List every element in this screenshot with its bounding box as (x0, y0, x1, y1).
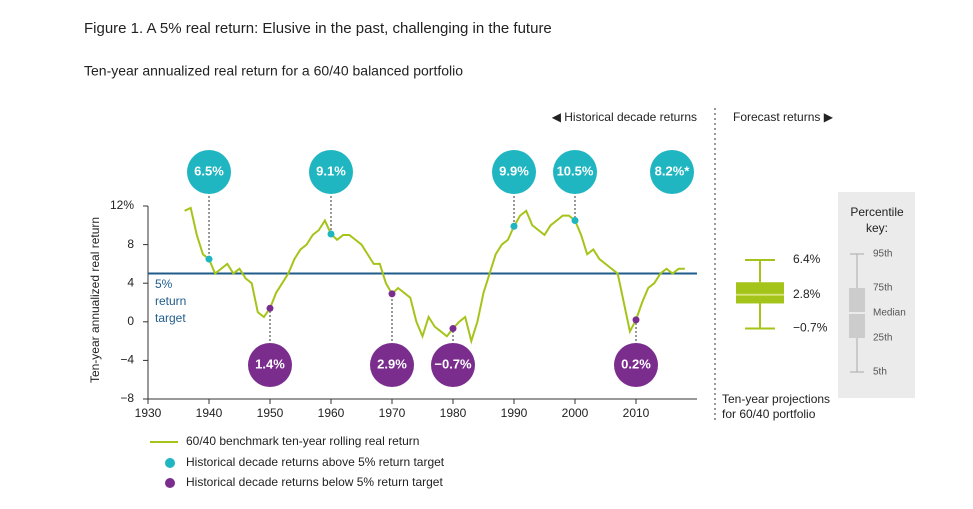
x-tick-label: 1990 (501, 406, 528, 420)
box-label: 2.8% (793, 287, 821, 301)
key-label: 75th (873, 283, 892, 294)
decade-dot (388, 290, 396, 298)
bubble (187, 150, 231, 194)
legend-swatch (165, 458, 175, 468)
bubble (370, 343, 414, 387)
key-label: 25th (873, 333, 892, 344)
bubble-label: 0.2% (621, 356, 651, 371)
box (736, 282, 784, 304)
x-tick-label: 1930 (135, 406, 162, 420)
forecast-caption: for 60/40 portfolio (722, 407, 816, 421)
bubble (553, 150, 597, 194)
x-tick-label: 1980 (440, 406, 467, 420)
forecast-caption: Ten-year projections (722, 392, 830, 406)
bubble (309, 150, 353, 194)
legend-swatch (165, 478, 175, 488)
bubble (248, 343, 292, 387)
bubble (492, 150, 536, 194)
legend-label: Historical decade returns below 5% retur… (186, 475, 443, 489)
decade-dot (327, 230, 335, 238)
decade-dot (266, 304, 274, 312)
y-tick-label: −8 (120, 391, 134, 405)
x-tick-label: 1940 (196, 406, 223, 420)
key-title: key: (866, 221, 888, 235)
legend-label: Historical decade returns above 5% retur… (186, 455, 445, 469)
key-title: Percentile (850, 205, 904, 219)
bubble-label: 2.9% (377, 356, 407, 371)
y-axis-label: Ten-year annualized real return (88, 217, 102, 383)
bubble-label: 9.1% (316, 163, 346, 178)
target-label: target (155, 311, 186, 325)
bubble-label: 9.9% (499, 163, 529, 178)
decade-dot (571, 216, 579, 224)
x-tick-label: 1950 (257, 406, 284, 420)
y-tick-label: −4 (120, 353, 134, 367)
y-tick-label: 0 (127, 314, 134, 328)
y-tick-label: 12% (110, 198, 134, 212)
historical-header: ◀ Historical decade returns (552, 110, 697, 124)
bubble-label: −0.7% (434, 356, 472, 371)
target-label: 5% (155, 277, 173, 291)
x-tick-label: 1970 (379, 406, 406, 420)
bubble (614, 343, 658, 387)
key-label: Median (873, 308, 906, 319)
decade-dot (449, 325, 457, 333)
legend-label: 60/40 benchmark ten-year rolling real re… (186, 434, 419, 448)
bubble-label: 10.5% (557, 163, 594, 178)
decade-dot (632, 316, 640, 324)
key-label: 95th (873, 249, 892, 260)
subtitle: Ten-year annualized real return for a 60… (84, 63, 463, 79)
x-tick-label: 2000 (562, 406, 589, 420)
bubble (431, 343, 475, 387)
x-tick-label: 1960 (318, 406, 345, 420)
target-label: return (155, 294, 186, 308)
key-label: 5th (873, 367, 887, 378)
decade-dot (205, 255, 213, 263)
bubble-label: 6.5% (194, 163, 224, 178)
series-line (184, 206, 685, 345)
bubble-label: 8.2%* (655, 163, 691, 178)
forecast-header: Forecast returns ▶ (733, 110, 834, 124)
y-tick-label: 4 (127, 275, 134, 289)
forecast-bubble (650, 150, 694, 194)
bubble-label: 1.4% (255, 356, 285, 371)
y-tick-label: 8 (127, 237, 134, 251)
decade-dot (510, 222, 518, 230)
x-tick-label: 2010 (623, 406, 650, 420)
chart-title: Figure 1. A 5% real return: Elusive in t… (84, 20, 552, 37)
box-label: 6.4% (793, 252, 821, 266)
box-label: −0.7% (793, 321, 828, 335)
